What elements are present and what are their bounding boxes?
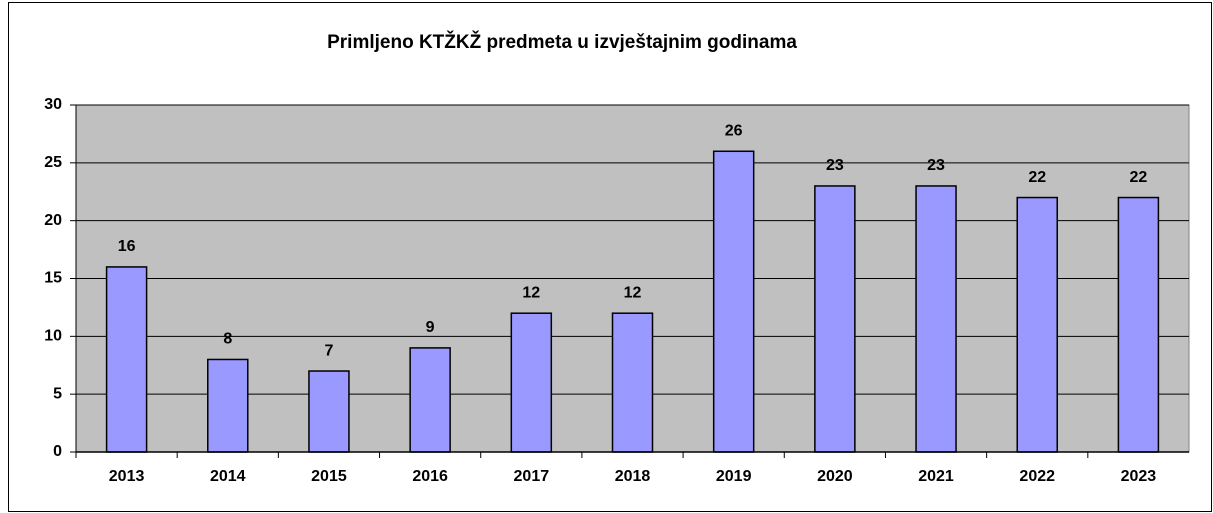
x-tick-label: 2013	[109, 468, 145, 485]
bar	[1016, 196, 1058, 453]
data-label: 22	[1130, 169, 1148, 186]
bar	[105, 266, 148, 453]
bar	[409, 347, 451, 453]
x-tick-label: 2019	[716, 468, 752, 485]
data-label: 9	[426, 319, 435, 336]
bar	[207, 358, 249, 453]
bar	[915, 185, 957, 453]
x-tick-label: 2014	[210, 468, 246, 485]
y-tick-label: 25	[44, 154, 62, 171]
x-tick-label: 2021	[918, 468, 954, 485]
data-label: 23	[927, 157, 945, 174]
x-tick-label: 2022	[1019, 468, 1055, 485]
data-label: 16	[118, 238, 136, 255]
x-tick-label: 2016	[412, 468, 448, 485]
y-tick-label: 0	[53, 443, 62, 460]
data-label: 8	[223, 331, 232, 348]
data-label: 12	[522, 284, 540, 301]
x-tick-label: 2017	[514, 468, 550, 485]
y-tick-label: 20	[44, 212, 62, 229]
bar	[611, 312, 654, 453]
bar	[308, 370, 350, 453]
y-tick-label: 5	[53, 385, 62, 402]
data-label: 26	[725, 122, 743, 139]
bar	[1117, 196, 1160, 453]
data-label: 22	[1028, 169, 1046, 186]
data-label: 7	[325, 342, 334, 359]
x-tick-label: 2018	[615, 468, 651, 485]
bar	[510, 312, 553, 453]
x-tick-label: 2020	[817, 468, 853, 485]
y-tick-label: 15	[44, 270, 62, 287]
y-tick-label: 10	[44, 328, 62, 345]
x-tick-label: 2015	[311, 468, 347, 485]
data-label: 23	[826, 157, 844, 174]
chart-title: Primljeno KTŽKŽ predmeta u izvještajnim …	[327, 31, 797, 53]
bar	[814, 185, 856, 453]
y-tick-label: 30	[44, 96, 62, 113]
x-tick-label: 2023	[1121, 468, 1157, 485]
data-label: 12	[624, 284, 642, 301]
bar	[712, 150, 755, 453]
